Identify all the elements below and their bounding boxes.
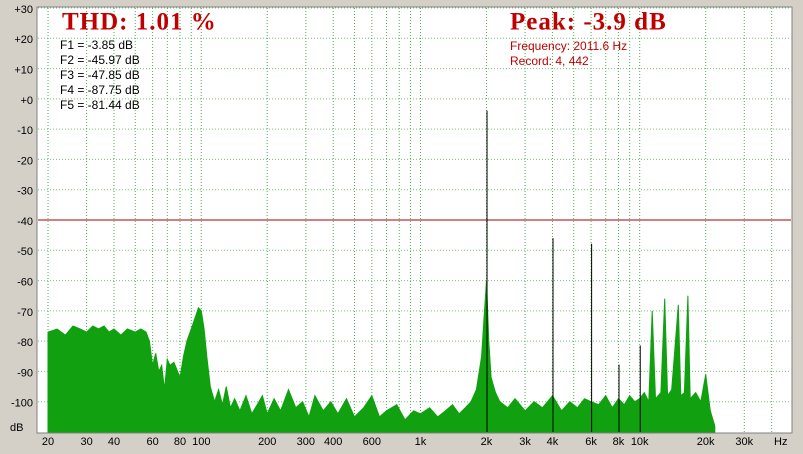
y-tick-label: -60 [17,276,33,288]
x-tick-label: 1k [415,436,427,448]
x-tick-label: 20 [42,436,54,448]
y-tick-label: -30 [17,186,33,198]
record-readout: Record: 4, 442 [510,54,589,68]
y-tick-label: -20 [17,155,33,167]
x-tick-label: 2k [481,436,493,448]
x-tick-label: 40 [108,436,120,448]
x-tick-label: 200 [258,436,276,448]
harmonic-readout: F1 = -3.85 dB [60,38,133,52]
x-tick-label: 4k [547,436,559,448]
y-tick-label: +30 [14,4,33,16]
x-tick-label: 8k [613,436,625,448]
spectrum-area [47,280,716,433]
x-tick-label: 600 [363,436,381,448]
harmonic-readout: F4 = -87.75 dB [60,83,140,97]
thd-title: THD: 1.01 % [62,9,217,36]
x-tick-label: 100 [192,436,210,448]
y-tick-label: +10 [14,64,33,76]
x-axis-label: Hz [774,436,787,448]
x-tick-label: 400 [324,436,342,448]
y-tick-label: -90 [17,367,33,379]
y-tick-label: -40 [17,216,33,228]
peak-readout: Peak: -3.9 dB [510,9,667,36]
x-tick-label: 80 [174,436,186,448]
x-tick-label: 3k [519,436,531,448]
y-tick-label: -70 [17,307,33,319]
y-tick-label: -50 [17,246,33,258]
x-tick-label: 10k [631,436,649,448]
harmonic-readout: F3 = -47.85 dB [60,68,140,82]
y-tick-label: -10 [17,125,33,137]
marks [47,110,716,433]
harmonic-readout: F2 = -45.97 dB [60,53,140,67]
x-tick-label: 30k [735,436,753,448]
x-tick-label: 30 [81,436,93,448]
y-axis-label: dB [10,422,23,434]
x-tick-label: 60 [146,436,158,448]
y-tick-label: +20 [14,34,33,46]
x-tick-label: 20k [697,436,715,448]
frequency-readout: Frequency: 2011.6 Hz [510,39,627,53]
y-tick-label: -100 [11,398,33,410]
x-tick-label: 6k [585,436,597,448]
y-tick-label: +0 [20,95,33,107]
x-tick-label: 300 [297,436,315,448]
harmonic-readout: F5 = -81.44 dB [60,98,140,112]
y-tick-label: -80 [17,337,33,349]
